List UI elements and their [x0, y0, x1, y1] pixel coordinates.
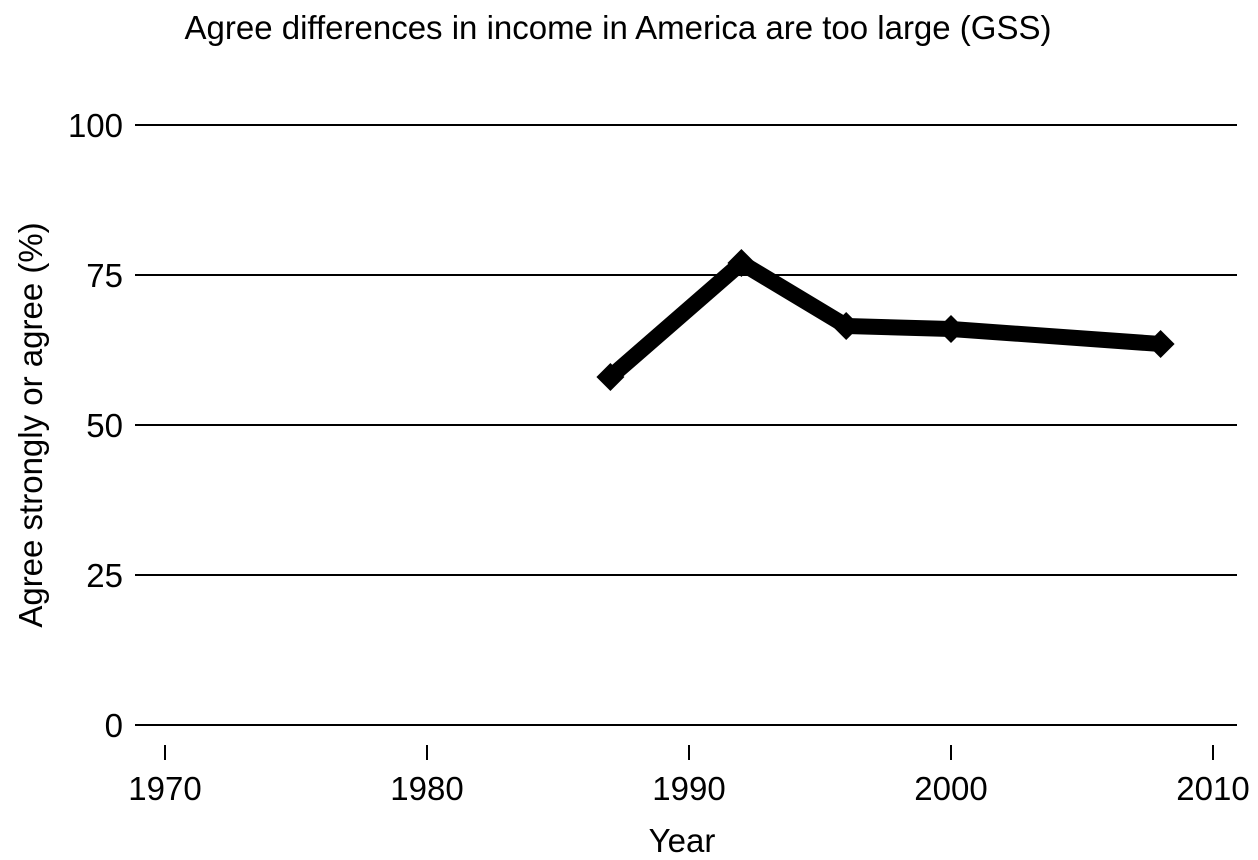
x-tick-label: 2010	[1176, 770, 1249, 807]
data-point-marker	[937, 315, 965, 343]
x-ticks	[164, 745, 1214, 760]
data-point-marker	[727, 249, 756, 277]
x-tick-labels: 1970 1980 1990 2000 2010	[128, 770, 1249, 807]
series-line-group	[596, 249, 1175, 391]
x-tick-label: 1980	[390, 770, 463, 807]
data-point-marker	[832, 312, 861, 340]
chart-title: Agree differences in income in America a…	[185, 9, 1052, 46]
y-tick-label: 100	[68, 107, 123, 144]
x-tick-label: 2000	[914, 770, 987, 807]
x-tick-label: 1970	[128, 770, 201, 807]
data-point-marker	[596, 363, 625, 391]
x-axis-label: Year	[649, 822, 716, 859]
data-point-marker	[1146, 330, 1175, 358]
y-gridlines	[135, 124, 1237, 726]
y-tick-label: 50	[86, 407, 123, 444]
y-axis-label: Agree strongly or agree (%)	[12, 222, 49, 627]
x-tick-label: 1990	[652, 770, 725, 807]
y-tick-labels: 0 25 50 75 100	[68, 107, 123, 744]
series-line	[605, 255, 1162, 384]
y-tick-label: 75	[86, 257, 123, 294]
y-tick-label: 25	[86, 557, 123, 594]
y-tick-label: 0	[105, 707, 123, 744]
